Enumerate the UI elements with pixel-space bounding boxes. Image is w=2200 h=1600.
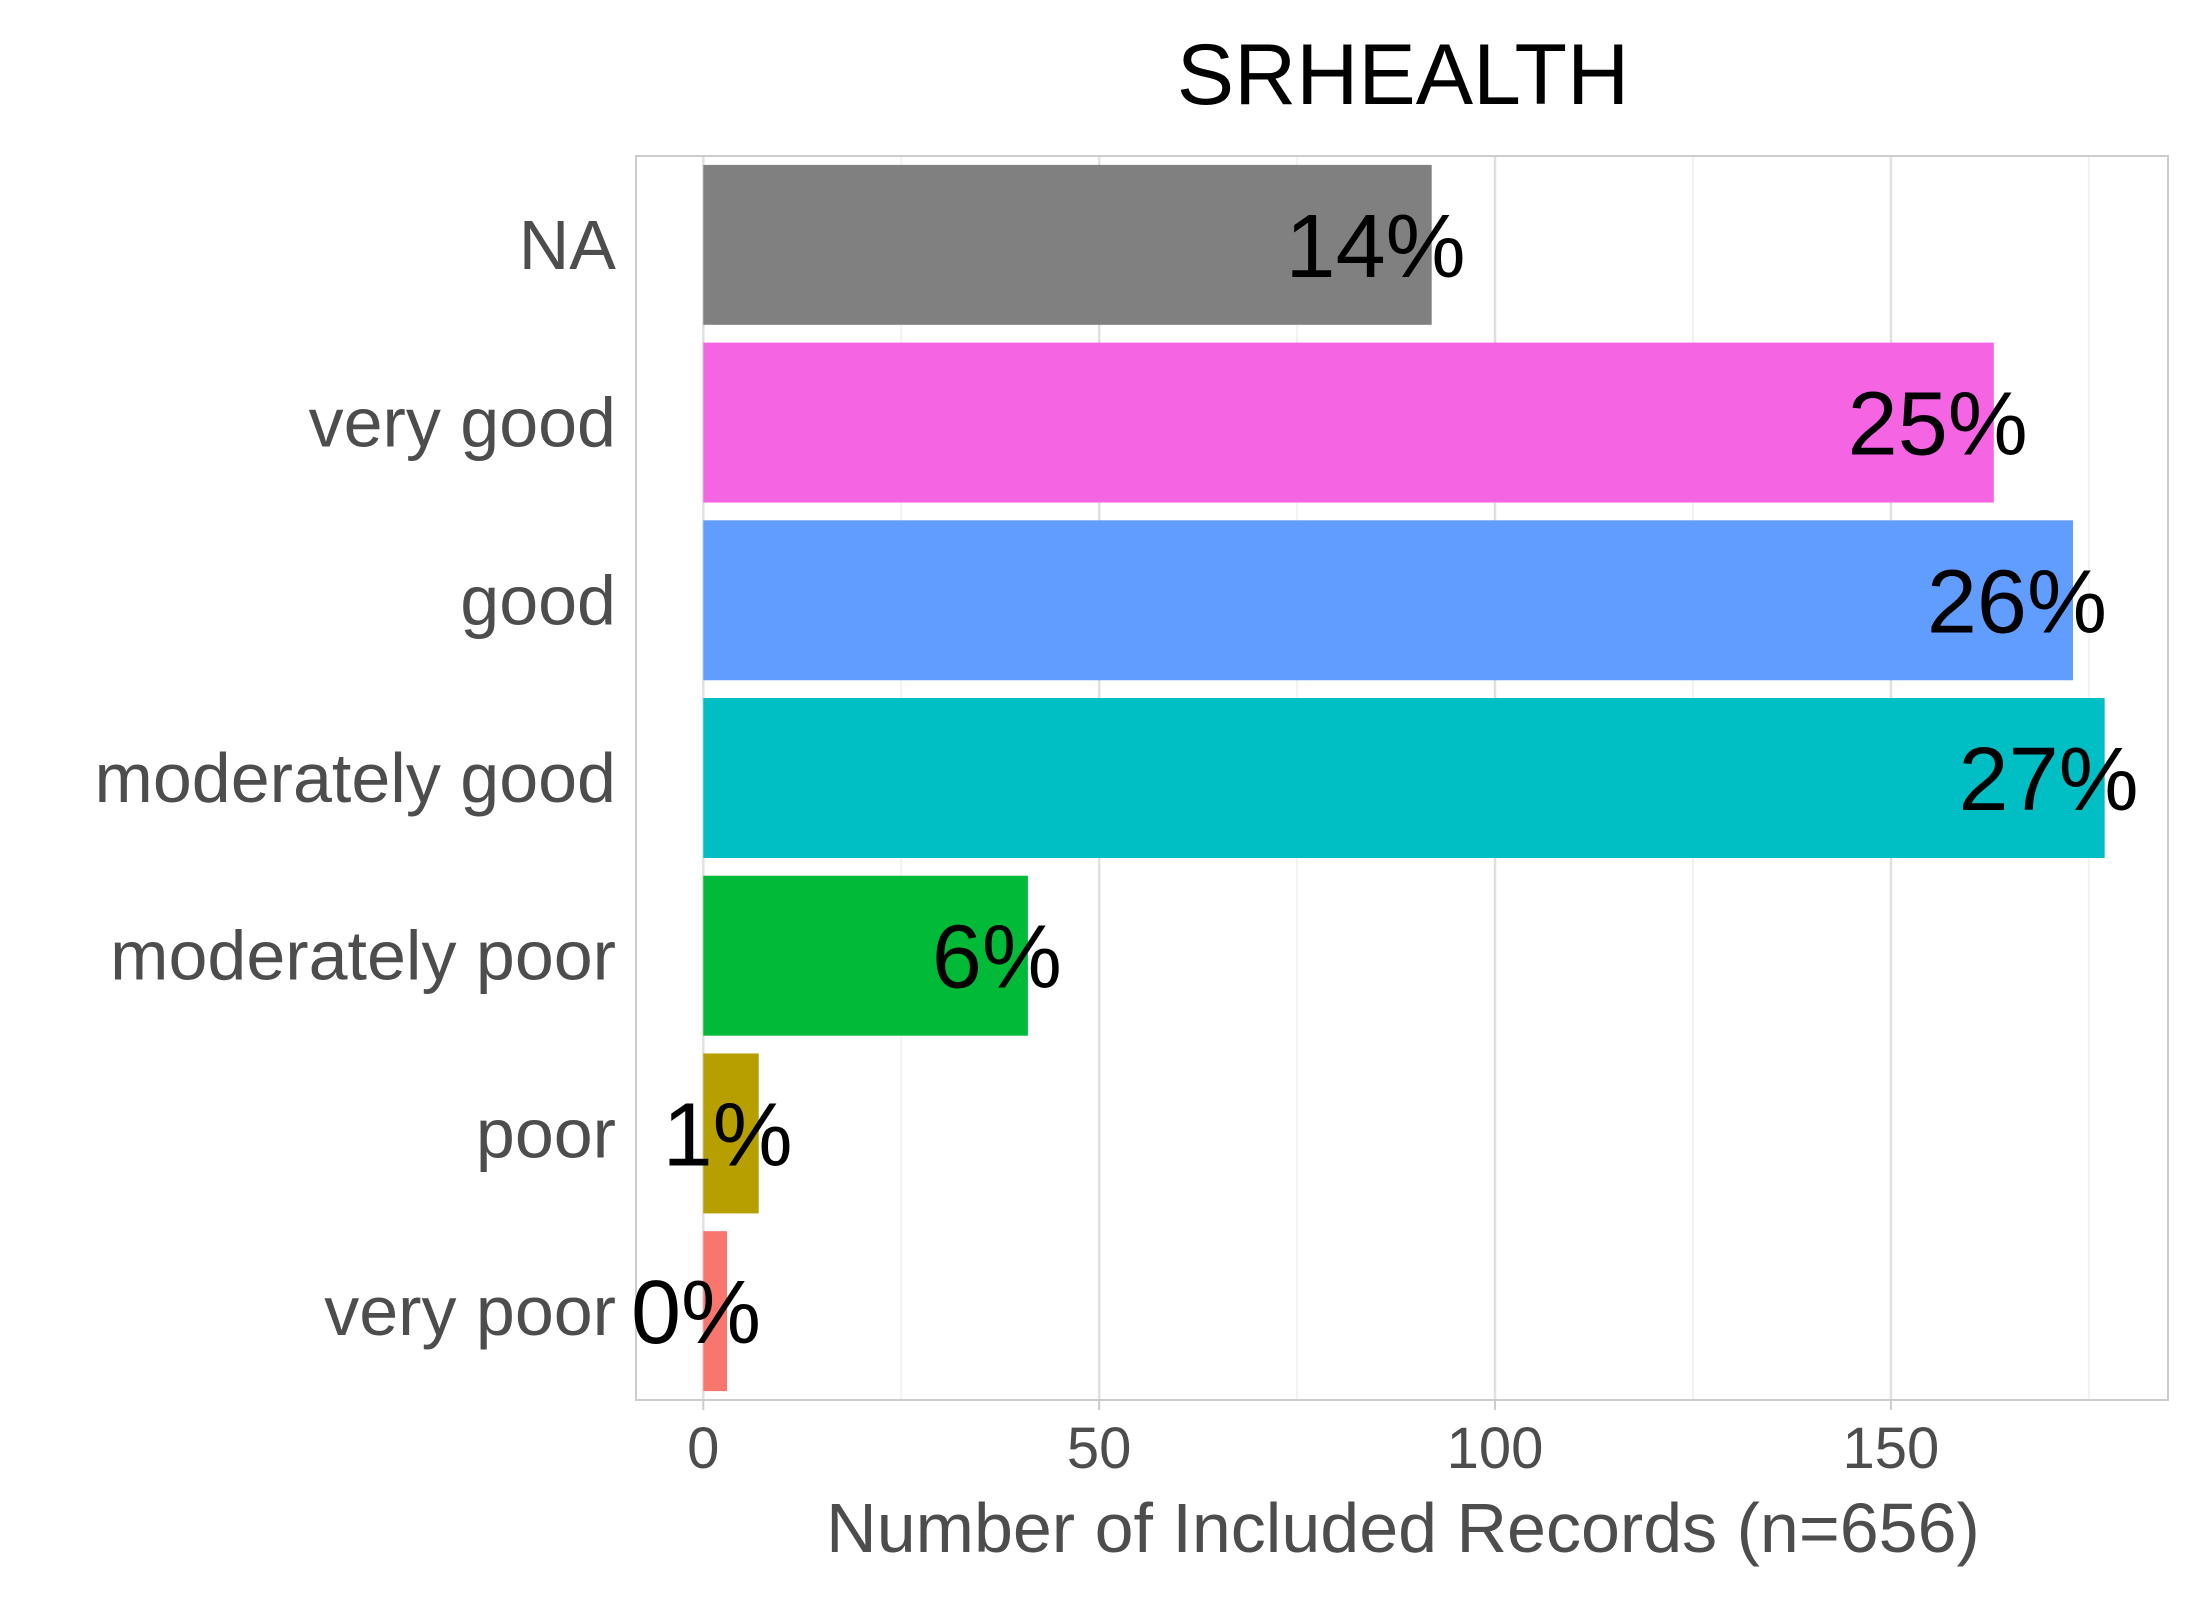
bar-very-good xyxy=(703,342,1994,503)
x-tick-labels: 0 50 100 150 xyxy=(687,1400,1939,1481)
bar-value-label: 0% xyxy=(631,1263,761,1363)
x-tick-label: 150 xyxy=(1843,1416,1940,1481)
category-label: very poor xyxy=(324,1272,616,1350)
bar-labels: 14% 25% 26% 27% 6% 1% 0% xyxy=(631,197,2139,1363)
bar-value-label: 26% xyxy=(1927,552,2107,652)
bar-good xyxy=(703,520,2073,681)
bar-very-poor xyxy=(703,1231,728,1392)
bar-value-label: 1% xyxy=(663,1085,793,1185)
bar-moderately-good xyxy=(703,698,2105,858)
x-tick-label: 100 xyxy=(1447,1416,1544,1481)
x-tick-label: 0 xyxy=(687,1416,719,1481)
category-label: very good xyxy=(309,384,616,462)
bar-value-label: 14% xyxy=(1286,197,1466,297)
chart-title: SRHEALTH xyxy=(1177,27,1629,123)
category-label: good xyxy=(460,561,616,639)
plot-panel-border xyxy=(635,155,2169,1401)
bars xyxy=(703,164,2105,1392)
category-label: moderately poor xyxy=(110,917,616,995)
bar-poor xyxy=(703,1053,759,1214)
category-label: moderately good xyxy=(95,739,616,817)
x-axis-title: Number of Included Records (n=656) xyxy=(826,1489,1980,1567)
category-label: poor xyxy=(476,1094,616,1172)
bar-value-label: 6% xyxy=(932,908,1062,1008)
bar-value-label: 25% xyxy=(1848,375,2028,475)
category-label: NA xyxy=(519,206,617,284)
x-tick-label: 50 xyxy=(1067,1416,1132,1481)
bar-na xyxy=(703,164,1432,325)
bar-moderately-poor xyxy=(703,875,1028,1036)
bar-value-label: 27% xyxy=(1959,730,2139,830)
category-labels: NA very good good moderately good moderately… xyxy=(95,206,617,1350)
